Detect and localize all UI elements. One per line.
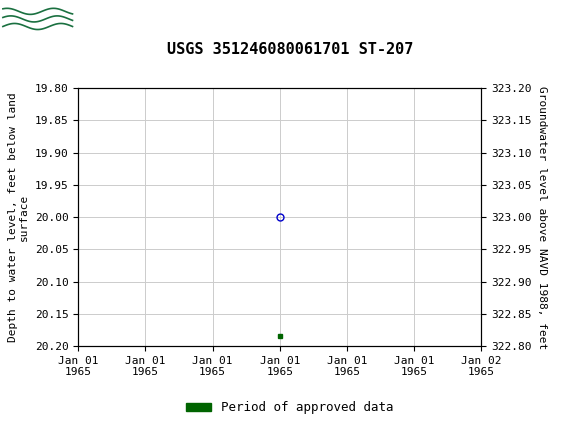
Y-axis label: Groundwater level above NAVD 1988, feet: Groundwater level above NAVD 1988, feet <box>537 86 547 349</box>
Bar <box>3 2 72 36</box>
Text: USGS: USGS <box>87 10 142 28</box>
Legend: Period of approved data: Period of approved data <box>181 396 399 419</box>
Y-axis label: Depth to water level, feet below land
surface: Depth to water level, feet below land su… <box>8 92 29 342</box>
Text: USGS 351246080061701 ST-207: USGS 351246080061701 ST-207 <box>167 42 413 57</box>
